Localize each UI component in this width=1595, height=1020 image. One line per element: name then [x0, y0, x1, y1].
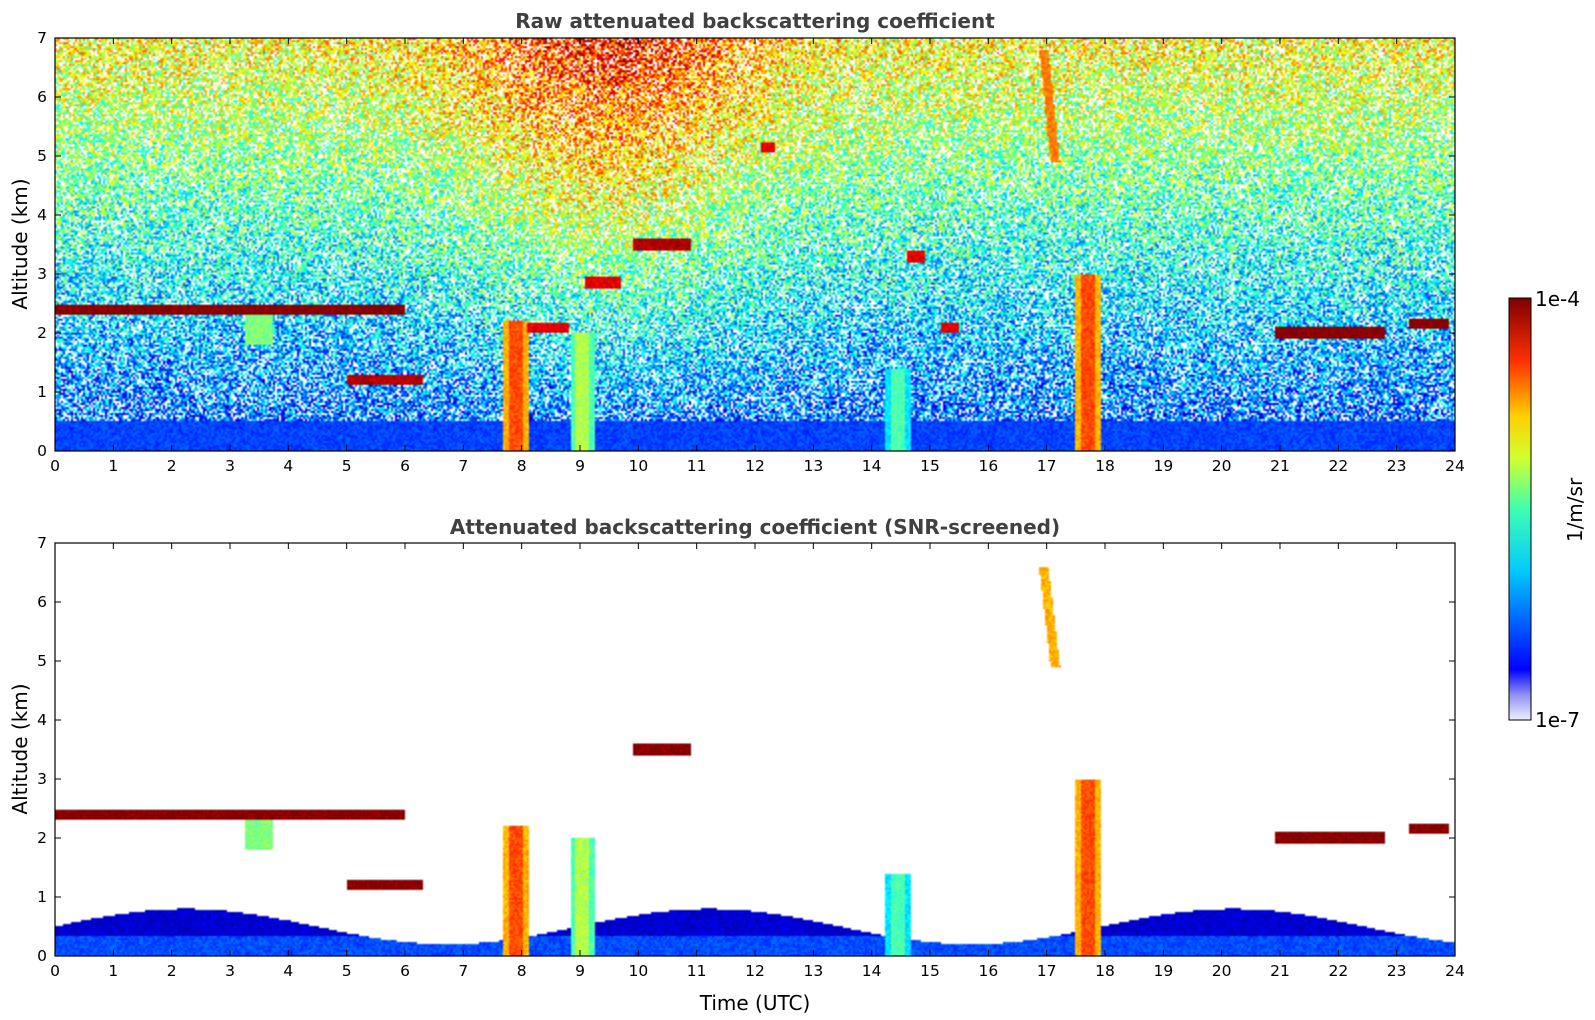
- x-tick-label: 22: [1328, 962, 1348, 980]
- raw-y-axis-label: Altitude (km): [8, 178, 32, 309]
- y-tick-label: 3: [37, 770, 47, 788]
- raw-y-axis: 0 1 2 3 4 5 6 7: [37, 29, 1455, 460]
- x-tick-label: 19: [1153, 457, 1173, 475]
- x-tick-label: 14: [862, 962, 882, 980]
- x-tick-label: 15: [920, 457, 940, 475]
- x-tick-label: 20: [1212, 457, 1232, 475]
- y-tick-label: 5: [37, 147, 47, 165]
- y-tick-label: 0: [37, 947, 47, 965]
- x-tick-label: 0: [50, 962, 60, 980]
- x-tick-label: 7: [458, 962, 468, 980]
- x-tick-label: 17: [1037, 962, 1057, 980]
- y-tick-label: 7: [37, 534, 47, 552]
- x-tick-label: 11: [687, 962, 707, 980]
- x-tick-label: 8: [517, 457, 527, 475]
- x-tick-label: 18: [1095, 962, 1115, 980]
- y-tick-label: 1: [37, 888, 47, 906]
- screened-heatmap-image: [55, 543, 1455, 956]
- screened-y-axis: 0 1 2 3 4 5 6 7: [37, 534, 1455, 965]
- colorbar-gradient: [1508, 297, 1532, 721]
- y-tick-label: 2: [37, 324, 47, 342]
- x-tick-label: 24: [1445, 962, 1465, 980]
- x-tick-label: 10: [628, 457, 648, 475]
- y-tick-label: 2: [37, 829, 47, 847]
- x-tick-label: 20: [1212, 962, 1232, 980]
- x-tick-label: 21: [1270, 457, 1290, 475]
- screened-panel-title: Attenuated backscattering coefficient (S…: [450, 515, 1060, 539]
- x-tick-label: 8: [517, 962, 527, 980]
- x-tick-label: 13: [803, 962, 823, 980]
- raw-heatmap-image: [55, 38, 1455, 451]
- x-tick-label: 16: [978, 962, 998, 980]
- x-tick-label: 9: [575, 962, 585, 980]
- raw-panel-title: Raw attenuated backscattering coefficien…: [515, 9, 995, 33]
- y-tick-label: 6: [37, 593, 47, 611]
- x-tick-label: 13: [803, 457, 823, 475]
- x-tick-label: 16: [978, 457, 998, 475]
- colorbar-min-label: 1e-7: [1535, 708, 1580, 732]
- y-tick-label: 7: [37, 29, 47, 47]
- x-tick-label: 4: [283, 962, 293, 980]
- x-tick-label: 12: [745, 457, 765, 475]
- x-tick-label: 2: [167, 962, 177, 980]
- raw-x-axis: 0 1 2 3 4 5 6 7 8 9 10 11 12 13 14 15 16 17 18 19 20 21 22 23 24: [50, 38, 1465, 475]
- x-tick-label: 19: [1153, 962, 1173, 980]
- x-tick-label: 7: [458, 457, 468, 475]
- y-tick-label: 6: [37, 88, 47, 106]
- y-tick-label: 0: [37, 442, 47, 460]
- x-tick-label: 1: [108, 962, 118, 980]
- x-tick-label: 6: [400, 457, 410, 475]
- x-tick-label: 0: [50, 457, 60, 475]
- x-tick-label: 2: [167, 457, 177, 475]
- y-tick-label: 4: [37, 206, 47, 224]
- colorbar: 1e-4 1e-7 1/m/sr: [1508, 287, 1587, 732]
- x-tick-label: 15: [920, 962, 940, 980]
- x-tick-label: 22: [1328, 457, 1348, 475]
- x-tick-label: 10: [628, 962, 648, 980]
- colorbar-max-label: 1e-4: [1535, 287, 1580, 311]
- colorbar-unit-label: 1/m/sr: [1563, 477, 1587, 542]
- x-tick-label: 17: [1037, 457, 1057, 475]
- y-tick-label: 5: [37, 652, 47, 670]
- x-tick-label: 12: [745, 962, 765, 980]
- x-tick-label: 3: [225, 457, 235, 475]
- x-tick-label: 1: [108, 457, 118, 475]
- x-tick-label: 3: [225, 962, 235, 980]
- x-tick-label: 9: [575, 457, 585, 475]
- screened-backscatter-panel: Attenuated backscattering coefficient (S…: [8, 515, 1465, 1015]
- x-tick-label: 23: [1387, 457, 1407, 475]
- x-tick-label: 4: [283, 457, 293, 475]
- x-tick-label: 6: [400, 962, 410, 980]
- x-tick-label: 23: [1387, 962, 1407, 980]
- y-tick-label: 3: [37, 265, 47, 283]
- y-tick-label: 1: [37, 383, 47, 401]
- screened-x-axis: 0 1 2 3 4 5 6 7 8 9 10 11 12 13 14 15 16 17 18 19 20 21 22 23 24: [50, 543, 1465, 980]
- x-tick-label: 18: [1095, 457, 1115, 475]
- raw-heatmap: [55, 38, 1455, 451]
- x-tick-label: 24: [1445, 457, 1465, 475]
- raw-backscatter-panel: Raw attenuated backscattering coefficien…: [8, 9, 1465, 475]
- x-tick-label: 5: [342, 962, 352, 980]
- y-tick-label: 4: [37, 711, 47, 729]
- screened-y-axis-label: Altitude (km): [8, 683, 32, 814]
- x-tick-label: 14: [862, 457, 882, 475]
- time-axis-label: Time (UTC): [699, 991, 811, 1015]
- screened-heatmap: [55, 543, 1455, 956]
- x-tick-label: 5: [342, 457, 352, 475]
- x-tick-label: 21: [1270, 962, 1290, 980]
- x-tick-label: 11: [687, 457, 707, 475]
